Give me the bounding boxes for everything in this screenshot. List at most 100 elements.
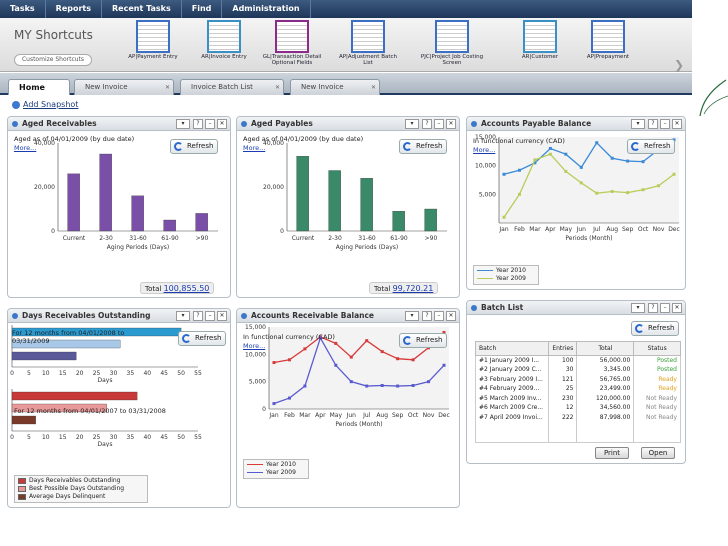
column-header-total[interactable]: Total xyxy=(576,341,635,356)
refresh-button[interactable]: Refresh xyxy=(170,139,218,154)
refresh-button[interactable]: Refresh xyxy=(399,139,447,154)
data-point xyxy=(641,160,645,164)
options-dropdown[interactable]: ▾ xyxy=(405,119,419,129)
tab-home[interactable]: Home xyxy=(8,79,70,95)
data-point xyxy=(626,159,630,163)
minimize-icon[interactable]: – xyxy=(205,311,215,321)
shortcut-label: AP|Payment Entry xyxy=(128,54,178,60)
help-icon[interactable]: ? xyxy=(193,119,203,129)
table-row[interactable]: #2 January 2009 C... 30 3,345.00 Posted xyxy=(474,365,681,375)
shortcut-thumbnail xyxy=(207,20,241,53)
options-dropdown[interactable]: ▾ xyxy=(631,303,645,313)
x-tick-label: 0 xyxy=(10,370,14,377)
add-snapshot-link[interactable]: Add Snapshot xyxy=(12,100,78,109)
data-point xyxy=(411,358,415,362)
total-value[interactable]: 99,720.21 xyxy=(392,284,434,293)
table-row[interactable]: #3 February 2009 I... 121 56,765.00 Ready xyxy=(474,374,681,384)
menu-find[interactable]: Find xyxy=(182,0,223,18)
chevron-right-icon[interactable]: ❯ xyxy=(674,58,685,72)
series-line xyxy=(503,139,675,175)
x-tick-label: Jul xyxy=(362,412,371,419)
close-icon[interactable]: ✕ xyxy=(274,84,280,91)
close-icon[interactable]: ✕ xyxy=(672,303,682,313)
menu-tasks[interactable]: Tasks xyxy=(0,0,46,18)
more-link[interactable]: More... xyxy=(473,146,496,154)
bar xyxy=(99,153,112,232)
shortcut-label: AP|Prepayment xyxy=(586,54,630,60)
shortcut-4[interactable]: PJC|Project Job Costing Screen xyxy=(418,20,486,66)
column-header-batch[interactable]: Batch xyxy=(474,341,550,356)
x-tick-label: 50 xyxy=(177,370,185,377)
shortcut-1[interactable]: AR|Invoice Entry xyxy=(190,20,258,60)
minimize-icon[interactable]: – xyxy=(205,119,215,129)
x-tick-label: 45 xyxy=(160,370,168,377)
table-row[interactable]: #5 March 2009 Inv... 230 120,000.00 Not Rea… xyxy=(474,393,681,403)
more-link[interactable]: More... xyxy=(243,144,266,152)
help-icon[interactable]: ? xyxy=(648,303,658,313)
shortcut-2[interactable]: GL|Transaction Detail Optional Fields xyxy=(258,20,326,66)
options-dropdown[interactable]: ▾ xyxy=(176,311,190,321)
close-icon[interactable]: ✕ xyxy=(217,311,227,321)
refresh-button[interactable]: Refresh xyxy=(631,321,679,336)
options-dropdown[interactable]: ▾ xyxy=(631,119,645,129)
open-button[interactable]: Open xyxy=(641,447,675,459)
refresh-button[interactable]: Refresh xyxy=(627,139,675,154)
data-point xyxy=(334,341,338,345)
table-row[interactable]: #1 January 2009 I... 100 56,000.00 Posted xyxy=(474,355,681,365)
minimize-icon[interactable]: – xyxy=(434,119,444,129)
x-tick-label: 5 xyxy=(27,370,31,377)
menu-reports[interactable]: Reports xyxy=(46,0,103,18)
data-point xyxy=(442,330,446,334)
bar xyxy=(163,219,176,232)
refresh-button[interactable]: Refresh xyxy=(399,333,447,348)
shortcut-5[interactable]: AR|Customer xyxy=(506,20,574,60)
customize-shortcuts-button[interactable]: Customize Shortcuts xyxy=(14,54,92,66)
close-icon[interactable]: ✕ xyxy=(370,84,376,91)
menu-recent-tasks[interactable]: Recent Tasks xyxy=(102,0,182,18)
menu-administration[interactable]: Administration xyxy=(222,0,311,18)
column-header-entries[interactable]: Entries xyxy=(548,341,578,356)
help-icon[interactable]: ? xyxy=(422,311,432,321)
close-icon[interactable]: ✕ xyxy=(164,84,170,91)
entries-cell: 100 xyxy=(548,355,578,365)
legend-label: Days Receivables Outstanding xyxy=(29,477,121,484)
help-icon[interactable]: ? xyxy=(193,311,203,321)
minimize-icon[interactable]: – xyxy=(660,303,670,313)
x-tick-label: Apr xyxy=(315,412,326,419)
shortcut-6[interactable]: AP|Prepayment xyxy=(574,20,642,60)
refresh-button[interactable]: Refresh xyxy=(178,331,226,346)
close-icon[interactable]: ✕ xyxy=(672,119,682,129)
minimize-icon[interactable]: – xyxy=(434,311,444,321)
legend-item: Year 2009 xyxy=(247,469,305,477)
tab-label: Invoice Batch List xyxy=(191,83,253,91)
tab-new-invoice[interactable]: New Invoice ✕ xyxy=(74,79,174,95)
tab-invoice-batch-list[interactable]: Invoice Batch List ✕ xyxy=(180,79,284,95)
bar xyxy=(195,213,208,232)
total-value[interactable]: 100,855.50 xyxy=(163,284,210,293)
data-point xyxy=(564,169,568,173)
table-row[interactable]: #6 March 2009 Cre... 12 34,560.00 Not Ready xyxy=(474,403,681,413)
help-icon[interactable]: ? xyxy=(422,119,432,129)
data-point xyxy=(380,350,384,354)
options-dropdown[interactable]: ▾ xyxy=(176,119,190,129)
help-icon[interactable]: ? xyxy=(648,119,658,129)
print-button[interactable]: Print xyxy=(595,447,629,459)
add-icon xyxy=(12,100,20,109)
close-icon[interactable]: ✕ xyxy=(446,311,456,321)
table-row[interactable]: #7 April 2009 Invoi... 222 87,998.00 Not Re… xyxy=(474,412,681,422)
options-dropdown[interactable]: ▾ xyxy=(405,311,419,321)
menu-bar: Tasks Reports Recent Tasks Find Administ… xyxy=(0,0,692,18)
close-icon[interactable]: ✕ xyxy=(217,119,227,129)
tab-new-invoice-2[interactable]: New Invoice ✕ xyxy=(290,79,380,95)
column-header-status[interactable]: Status xyxy=(633,341,681,356)
table-row[interactable]: #4 February 2009... 25 23,499.00 Ready xyxy=(474,384,681,394)
shortcut-3[interactable]: AP|Adjustment Batch List xyxy=(334,20,402,66)
close-icon[interactable]: ✕ xyxy=(446,119,456,129)
data-point xyxy=(548,146,552,150)
data-point xyxy=(502,215,506,219)
shortcut-0[interactable]: AP|Payment Entry xyxy=(119,20,187,60)
more-link[interactable]: More... xyxy=(14,144,37,152)
y-tick-label: 5,000 xyxy=(249,379,266,386)
minimize-icon[interactable]: – xyxy=(660,119,670,129)
more-link[interactable]: More... xyxy=(243,342,266,350)
